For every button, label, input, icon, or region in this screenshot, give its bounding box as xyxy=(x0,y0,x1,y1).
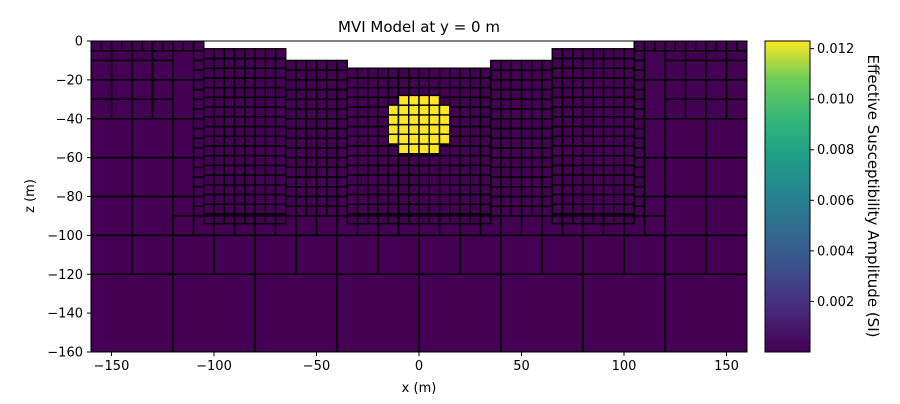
anomaly-cell xyxy=(397,143,410,155)
y-tick-label: −20 xyxy=(56,73,83,88)
colorbar-tick-label: 0.008 xyxy=(817,143,854,158)
anomaly-cell xyxy=(408,94,420,106)
anomaly-cell xyxy=(418,114,430,126)
anomaly-cell xyxy=(428,114,441,126)
mesh-cell xyxy=(192,41,205,52)
colorbar-tick-label: 0.010 xyxy=(817,93,854,108)
colorbar-tick-label: 0.006 xyxy=(817,194,854,209)
x-axis-label: x (m) xyxy=(402,381,437,396)
colorbar xyxy=(764,40,811,353)
anomaly-cell xyxy=(438,114,451,126)
colorbar-label: Effective Susceptibility Amplitude (SI) xyxy=(864,55,882,338)
anomaly-cell xyxy=(428,143,441,155)
anomaly-cell xyxy=(408,133,420,145)
y-axis-label: z (m) xyxy=(23,179,38,213)
anomaly-cell xyxy=(418,94,430,106)
anomaly-cell xyxy=(408,104,420,116)
y-axis: 0 −20 −40 −60 −80 −100 −120 −140 −160 xyxy=(47,35,91,361)
y-tick-label: −160 xyxy=(47,346,83,361)
y-tick-label: −40 xyxy=(56,112,83,127)
y-tick-label: −140 xyxy=(47,307,83,322)
anomaly-cell xyxy=(387,133,400,145)
colorbar-tick-label: 0.012 xyxy=(817,42,854,57)
anomaly-cell xyxy=(428,94,441,106)
anomaly-cell xyxy=(397,104,410,116)
anomaly-cell xyxy=(387,114,400,126)
anomaly-cell xyxy=(438,104,451,116)
anomaly-cell xyxy=(408,123,420,136)
anomaly-cell xyxy=(387,123,400,136)
x-axis: −150 −100 −50 0 50 100 150 xyxy=(94,352,739,374)
y-tick-label: 0 xyxy=(75,35,83,50)
anomaly-cell xyxy=(418,143,430,155)
anomaly-cell xyxy=(397,123,410,136)
anomaly-cell xyxy=(408,114,420,126)
anomaly-cell xyxy=(397,114,410,126)
y-tick-label: −60 xyxy=(56,151,83,166)
anomaly-region xyxy=(387,94,451,155)
anomaly-cell xyxy=(428,133,441,145)
x-tick-label: −150 xyxy=(94,359,130,374)
anomaly-cell xyxy=(387,104,400,116)
chart-title: MVI Model at y = 0 m xyxy=(338,18,500,36)
anomaly-cell xyxy=(418,133,430,145)
anomaly-cell xyxy=(428,123,441,136)
plot-area xyxy=(91,41,747,352)
y-tick-label: −100 xyxy=(47,229,83,244)
colorbar-tick-label: 0.002 xyxy=(817,295,854,310)
anomaly-cell xyxy=(397,94,410,106)
anomaly-cell xyxy=(418,104,430,116)
mesh-cell xyxy=(664,273,747,352)
anomaly-cell xyxy=(428,104,441,116)
anomaly-cell xyxy=(408,143,420,155)
mesh-cell xyxy=(736,41,747,52)
y-tick-label: −120 xyxy=(47,268,83,283)
colorbar-axis: 0.002 0.004 0.006 0.008 0.010 0.012 xyxy=(810,42,854,310)
colorbar-tick-label: 0.004 xyxy=(817,244,854,259)
x-tick-label: 150 xyxy=(714,359,739,374)
x-tick-label: −100 xyxy=(196,359,232,374)
x-tick-label: 0 xyxy=(415,359,423,374)
x-tick-label: 50 xyxy=(513,359,530,374)
anomaly-cell xyxy=(438,133,451,145)
anomaly-cell xyxy=(397,133,410,145)
x-tick-label: 100 xyxy=(612,359,637,374)
y-tick-label: −80 xyxy=(56,190,83,205)
x-tick-label: −50 xyxy=(303,359,330,374)
anomaly-cell xyxy=(438,123,451,136)
anomaly-cell xyxy=(418,123,430,136)
